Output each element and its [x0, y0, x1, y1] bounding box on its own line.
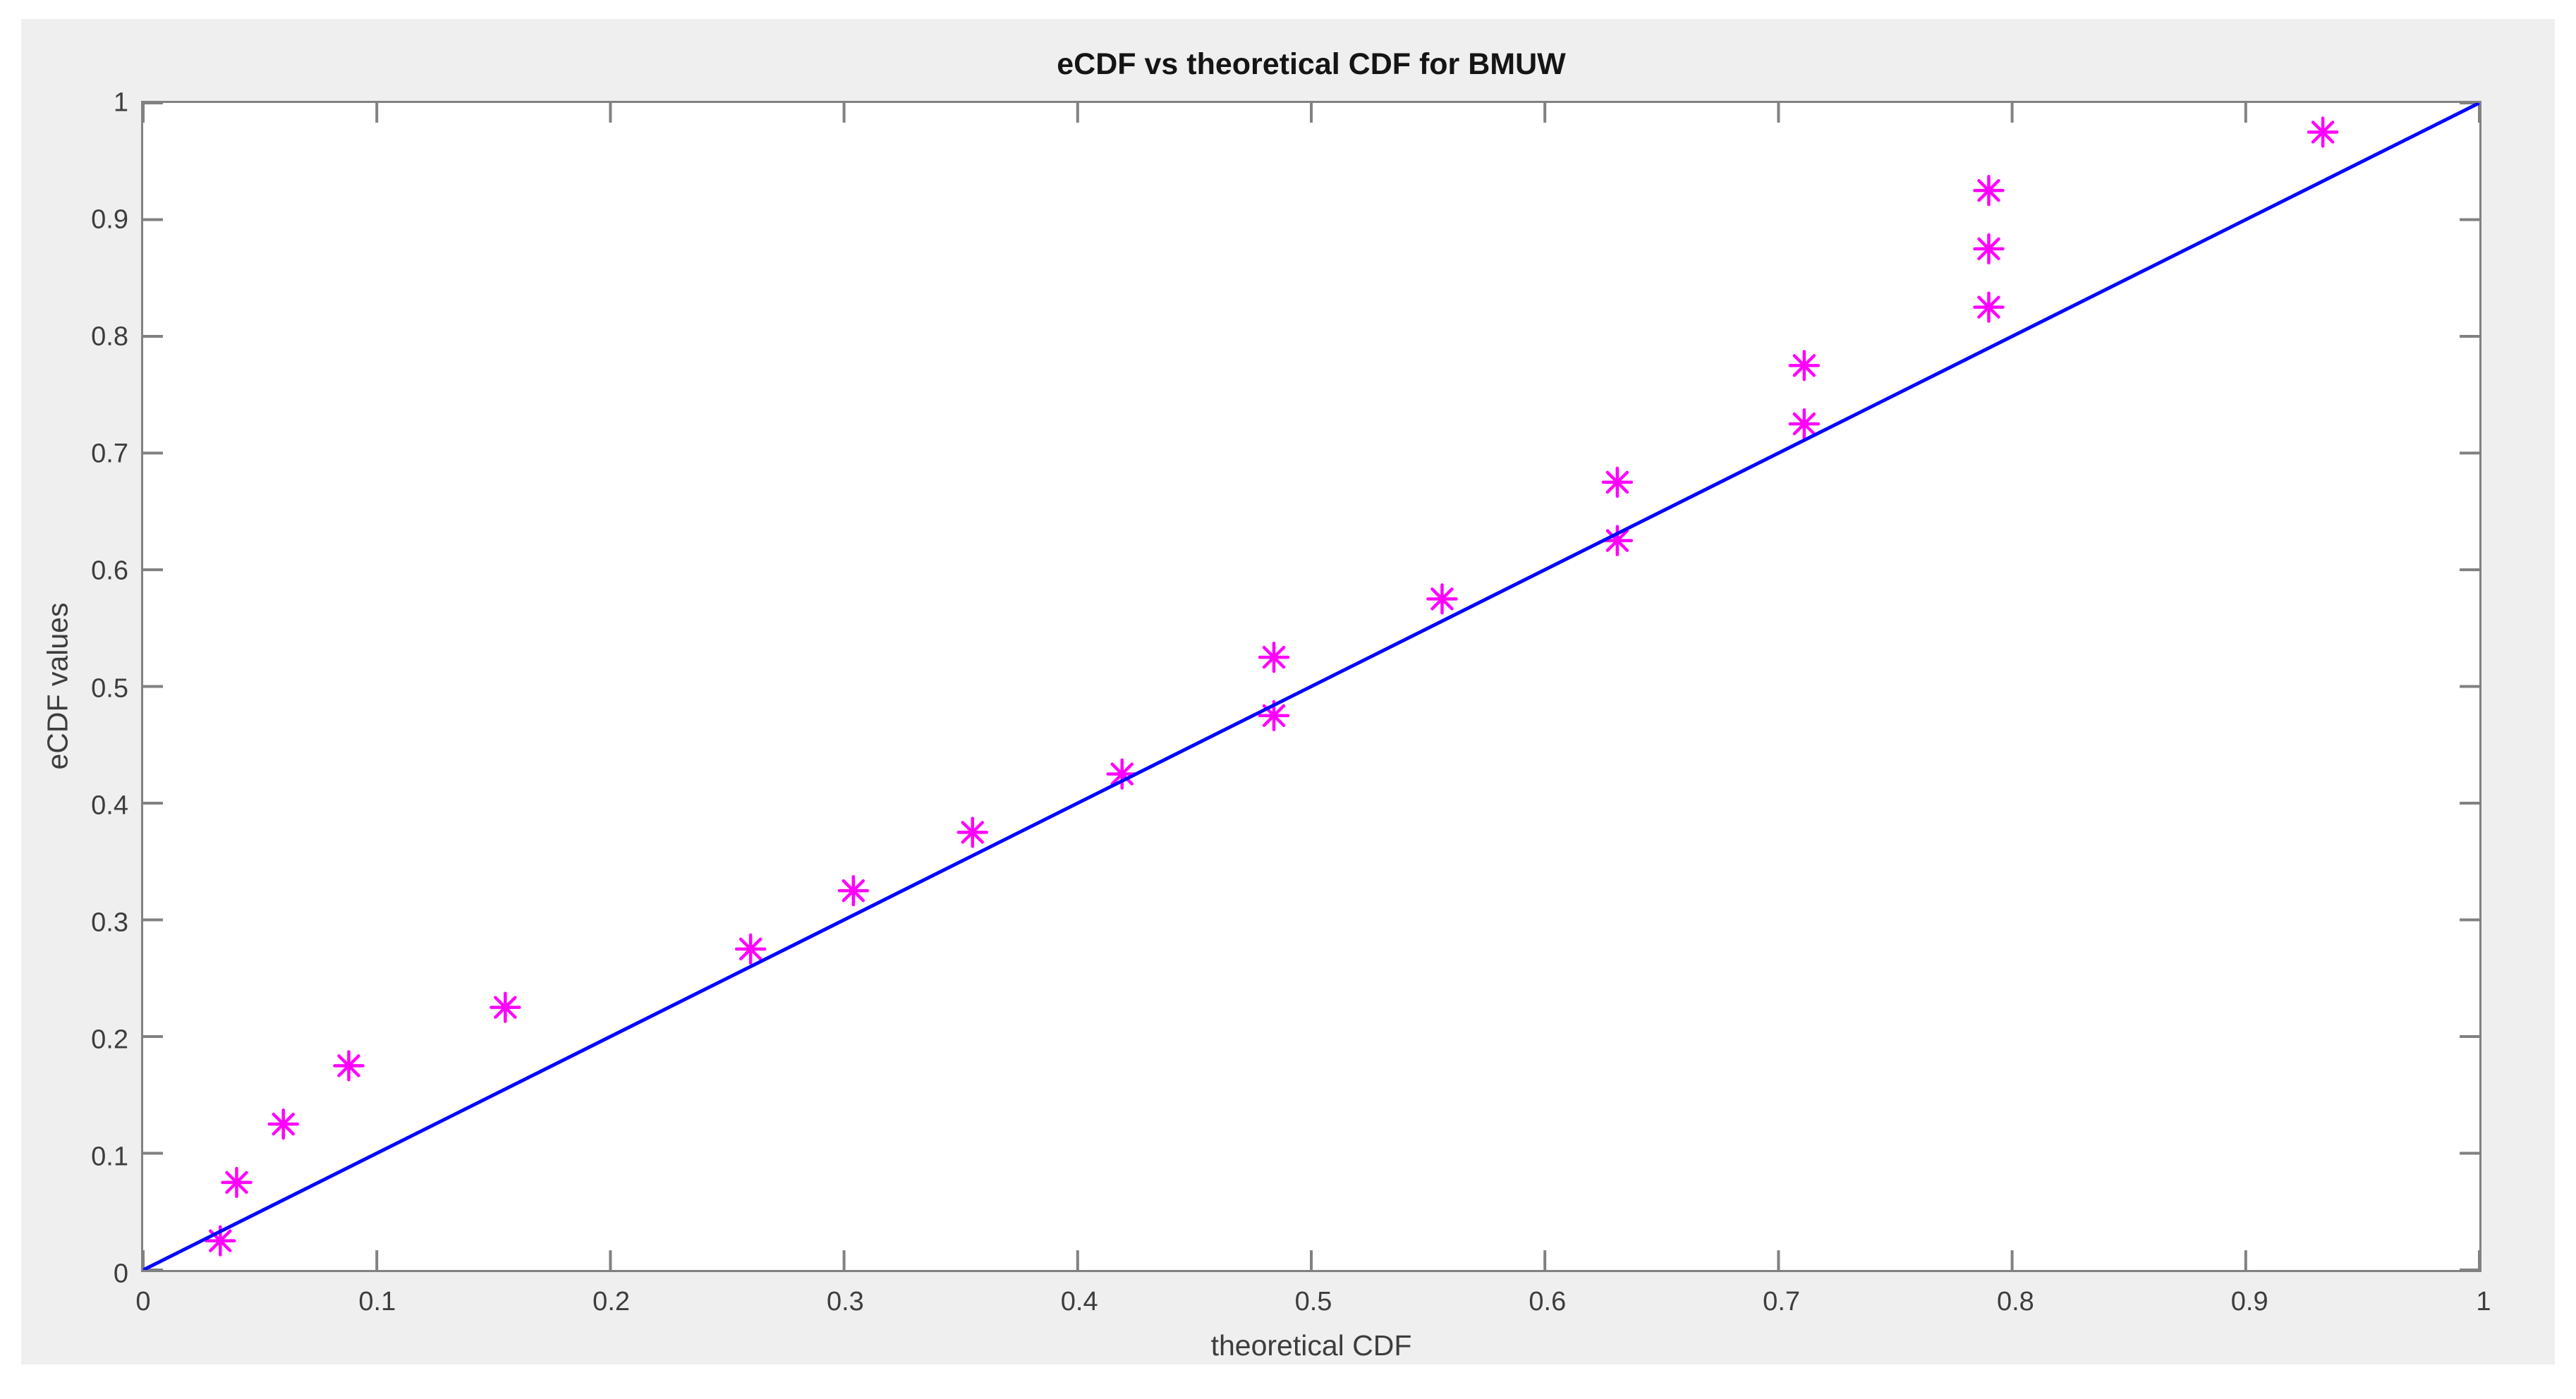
- y-tick-label: 0.2: [91, 1025, 128, 1055]
- plot-svg: [143, 103, 2479, 1270]
- y-axis-label: eCDF values: [41, 602, 74, 770]
- scatter-marker: [1258, 641, 1290, 673]
- y-tick-label: 1: [113, 87, 128, 118]
- x-tick-label: 0.3: [826, 1287, 864, 1316]
- x-tick-label: 0.8: [1996, 1287, 2034, 1316]
- y-tick-label: 0.3: [91, 908, 128, 938]
- scatter-marker: [490, 991, 521, 1023]
- scatter-marker: [1788, 408, 1821, 440]
- x-tick-label: 0.7: [1763, 1287, 1801, 1316]
- x-tick-label: 0.5: [1294, 1287, 1332, 1316]
- scatter-marker: [1973, 233, 2005, 265]
- x-tick-label: 0.2: [593, 1287, 631, 1316]
- scatter-marker: [1601, 525, 1634, 556]
- scatter-marker: [734, 933, 767, 965]
- y-tick-label: 0.8: [91, 322, 128, 352]
- x-tick-label: 0.9: [2230, 1287, 2268, 1316]
- scatter-marker: [333, 1050, 365, 1082]
- scatter-marker: [1426, 583, 1458, 615]
- scatter-marker: [1973, 174, 2005, 207]
- figure-canvas: eCDF vs theoretical CDF for BMUW 0 0.1 0.2…: [21, 19, 2555, 1364]
- plot-area: [141, 101, 2481, 1272]
- y-tick-label: 0.5: [91, 673, 128, 703]
- x-axis-label: theoretical CDF: [1210, 1329, 1412, 1362]
- scatter-marker: [2307, 116, 2339, 148]
- x-tick-label: 0: [135, 1287, 151, 1316]
- x-tick-label: 0.6: [1529, 1287, 1567, 1316]
- scatter-marker: [221, 1166, 253, 1199]
- y-tick-label: 0.4: [91, 790, 128, 821]
- scatter-marker: [1106, 758, 1138, 790]
- y-tick-label: 0.9: [91, 204, 128, 235]
- x-tick-label: 0.4: [1060, 1287, 1098, 1316]
- y-tick-label: 0.7: [91, 439, 128, 469]
- scatter-marker: [1601, 466, 1634, 499]
- scatter-marker: [837, 874, 870, 907]
- scatter-marker: [956, 817, 988, 848]
- y-tick-label: 0: [113, 1259, 128, 1289]
- chart-title: eCDF vs theoretical CDF for BMUW: [1057, 47, 1566, 81]
- y-tick-label: 0.1: [91, 1142, 128, 1172]
- y-tick-label: 0.6: [91, 556, 128, 586]
- x-tick-label: 0.1: [358, 1287, 396, 1316]
- scatter-marker: [1973, 291, 2005, 323]
- scatter-marker: [267, 1108, 299, 1140]
- scatter-marker: [1788, 350, 1821, 381]
- x-tick-label: 1: [2476, 1287, 2491, 1316]
